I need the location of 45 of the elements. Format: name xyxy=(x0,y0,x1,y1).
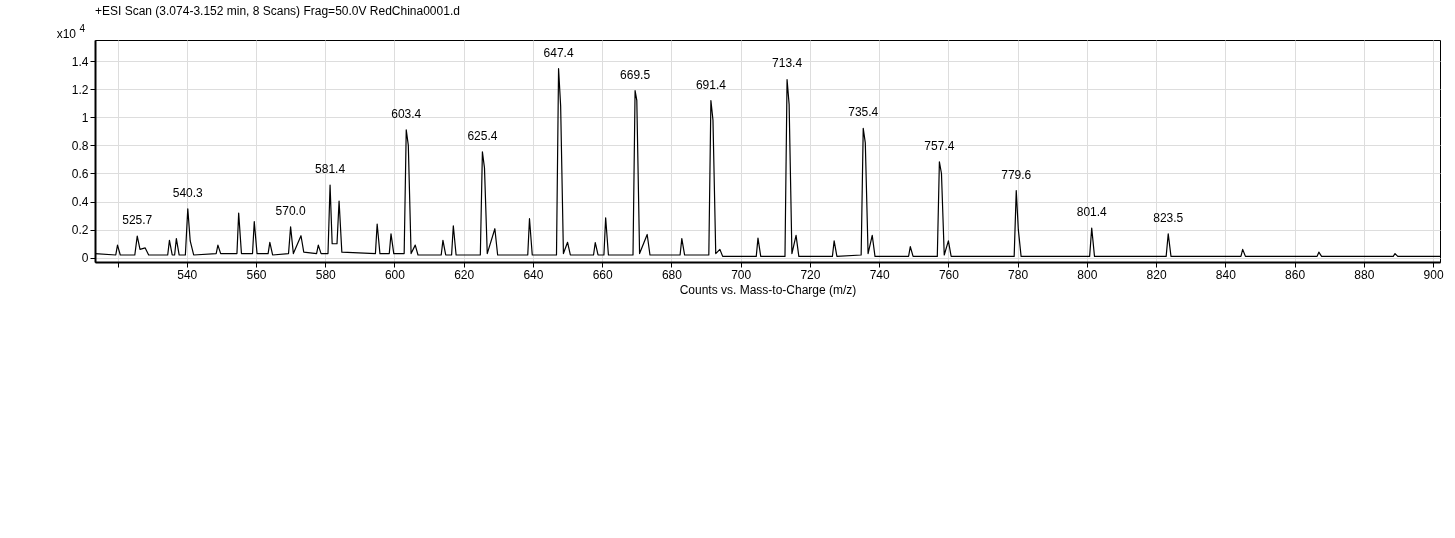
annotation: 581.4 xyxy=(315,162,346,177)
annotation: 691.4 xyxy=(695,77,727,92)
annotation: 647.4 xyxy=(543,45,574,60)
x-tick-label: 620 xyxy=(454,267,475,282)
x-tick-label: 740 xyxy=(869,267,890,282)
annotation: 625.4 xyxy=(467,128,498,143)
x-tick-label: 560 xyxy=(246,267,267,282)
x-tick-label: 780 xyxy=(1008,267,1029,282)
annotation: 540.3 xyxy=(172,185,204,200)
annotation: 713.4 xyxy=(772,56,803,71)
x-tick-label: 700 xyxy=(731,267,752,282)
annotation: 779.6 xyxy=(1001,167,1032,182)
x-tick-label: 880 xyxy=(1354,267,1375,282)
annotation: 823.5 xyxy=(1153,210,1184,225)
x-tick-label: 720 xyxy=(800,267,821,282)
x-tick-label: 660 xyxy=(592,267,614,282)
y-tick-label: 1.2 xyxy=(71,82,89,97)
y-tick-label: 0.6 xyxy=(71,166,89,181)
x-tick-label: 640 xyxy=(523,267,544,282)
x-axis-title: Counts vs. Mass-to-Charge (m/z) xyxy=(679,282,857,297)
annotation: 669.5 xyxy=(620,67,651,82)
x-tick-label: 800 xyxy=(1077,267,1098,282)
y-axis-title: x104 xyxy=(56,23,86,41)
y-tick-label: 0 xyxy=(81,251,89,266)
x-tick-label: 540 xyxy=(177,267,198,282)
x-tick-label: 860 xyxy=(1285,267,1306,282)
x-tick-label: 820 xyxy=(1146,267,1167,282)
x-tick-label: 760 xyxy=(938,267,960,282)
y-tick-label: 0.2 xyxy=(71,223,89,238)
y-tick-label: 0.4 xyxy=(71,195,89,210)
annotation: 603.4 xyxy=(391,106,422,121)
y-tick-label: 1 xyxy=(81,110,89,125)
chart-title: +ESI Scan (3.074-3.152 min, 8 Scans) Frag=50.0V RedChina0001.d xyxy=(95,4,460,18)
y-tick-label: 1.4 xyxy=(71,54,89,69)
x-tick-label: 900 xyxy=(1423,267,1444,282)
annotation: 757.4 xyxy=(924,138,955,153)
y-tick-label: 0.8 xyxy=(71,138,89,153)
x-tick-label: 680 xyxy=(661,267,683,282)
annotation: 735.4 xyxy=(848,105,879,120)
x-tick-label: 840 xyxy=(1215,267,1237,282)
annotation: 525.7 xyxy=(122,213,153,228)
annotation: 570.0 xyxy=(275,203,306,218)
annotation: 801.4 xyxy=(1076,205,1108,219)
x-tick-label: 600 xyxy=(384,267,406,282)
x-tick-label: 580 xyxy=(315,267,337,282)
